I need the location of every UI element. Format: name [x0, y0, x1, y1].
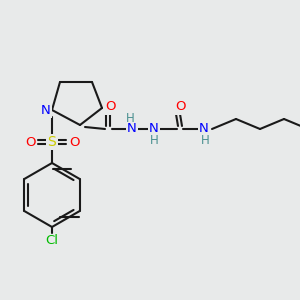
Text: N: N [41, 103, 51, 116]
Text: N: N [199, 122, 209, 136]
Text: H: H [150, 134, 158, 146]
Text: N: N [149, 122, 159, 136]
Text: S: S [48, 135, 56, 149]
Text: O: O [175, 100, 185, 113]
Text: H: H [126, 112, 134, 125]
Text: O: O [69, 136, 79, 148]
Text: Cl: Cl [46, 235, 59, 248]
Text: N: N [127, 122, 137, 136]
Text: O: O [25, 136, 35, 148]
Text: O: O [105, 100, 115, 113]
Text: H: H [201, 134, 209, 146]
